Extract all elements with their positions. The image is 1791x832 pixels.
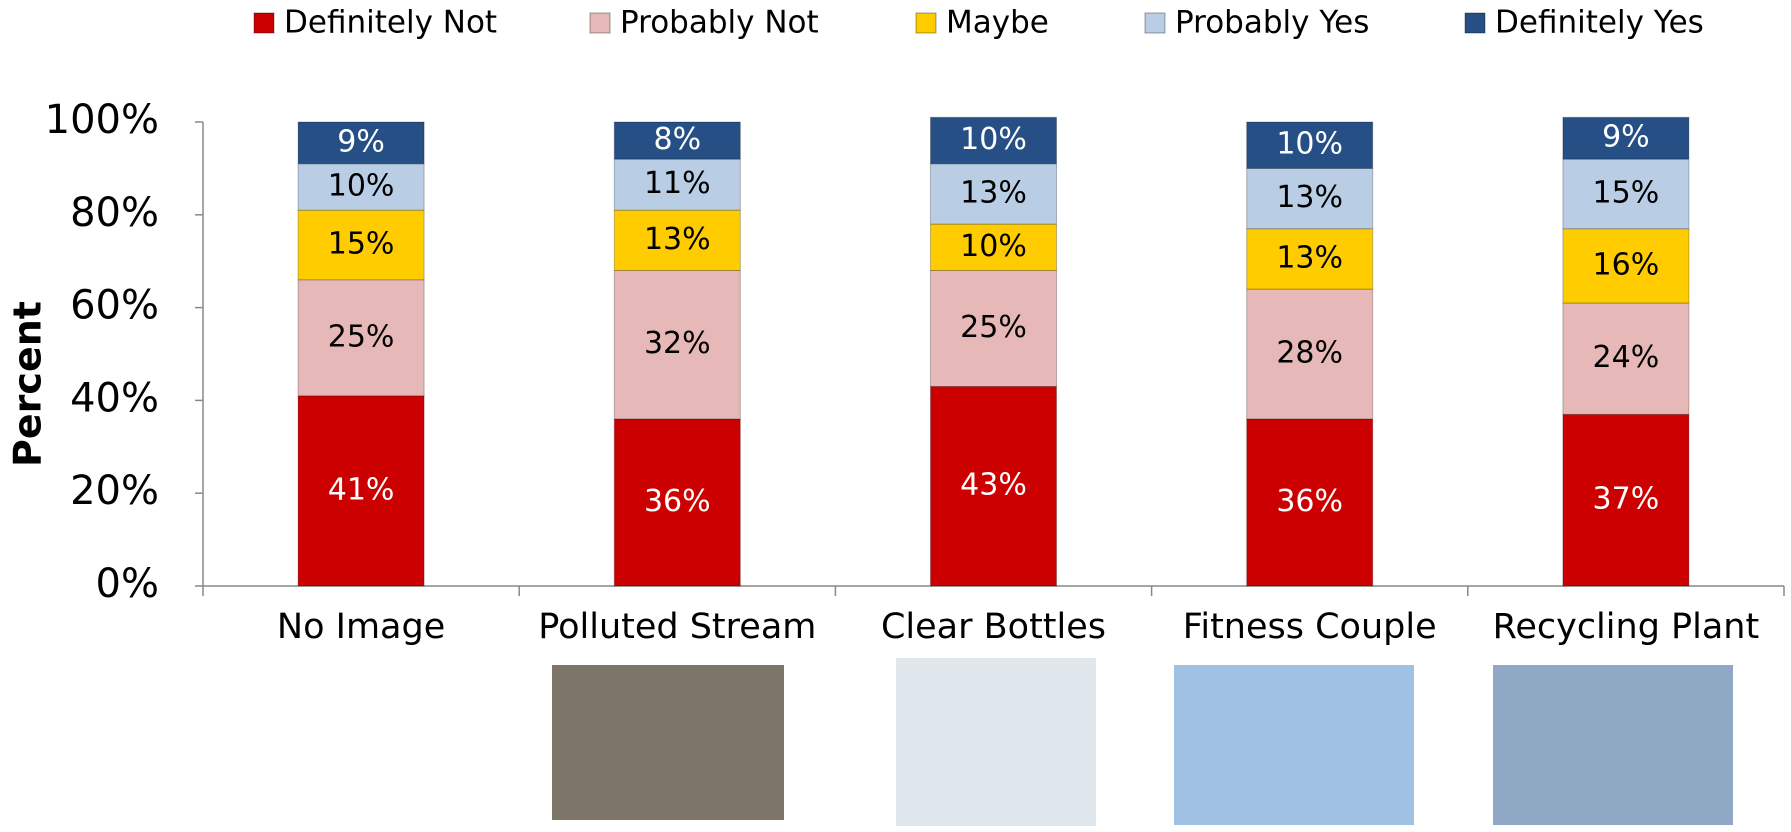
bar-segment bbox=[1246, 167, 1374, 230]
value-label: 11% bbox=[644, 166, 711, 201]
bar-segment bbox=[1246, 121, 1374, 169]
legend-label: Maybe bbox=[946, 5, 1049, 41]
legend-swatch bbox=[589, 12, 611, 34]
value-label: 13% bbox=[1276, 240, 1343, 275]
bar-segment bbox=[613, 269, 741, 420]
legend-swatch bbox=[1464, 12, 1486, 34]
bar-segment bbox=[1246, 288, 1374, 420]
value-label: 37% bbox=[1593, 482, 1660, 517]
photo-polluted-stream bbox=[552, 665, 784, 820]
value-label: 13% bbox=[1276, 180, 1343, 215]
bar-segment bbox=[1562, 302, 1690, 415]
bar-segment bbox=[297, 395, 425, 587]
bar-segment bbox=[1562, 413, 1690, 587]
value-label: 32% bbox=[644, 326, 711, 361]
x-tick-label: Fitness Couple bbox=[1183, 607, 1437, 647]
photo-recycling-plant bbox=[1493, 665, 1733, 825]
value-label: 9% bbox=[337, 124, 385, 159]
value-label: 15% bbox=[328, 226, 395, 261]
bar-segment bbox=[930, 269, 1057, 387]
bar-segment bbox=[297, 209, 425, 281]
bar-segment bbox=[297, 163, 425, 211]
bar-segment bbox=[613, 121, 741, 160]
bar-segment bbox=[930, 163, 1057, 225]
x-tick-label: Polluted Stream bbox=[538, 607, 816, 647]
bar-segment bbox=[1246, 418, 1374, 587]
legend-label: Definitely Yes bbox=[1495, 5, 1704, 41]
value-label: 25% bbox=[328, 319, 395, 354]
value-label: 25% bbox=[960, 310, 1027, 345]
legend-label: Definitely Not bbox=[284, 5, 497, 41]
bar-segment bbox=[1246, 228, 1374, 290]
bar-segment bbox=[297, 121, 425, 165]
photo-clear-bottles bbox=[896, 658, 1096, 826]
y-tick-label: 80% bbox=[70, 190, 159, 236]
x-tick-label: No Image bbox=[277, 607, 445, 647]
bar-segment bbox=[930, 116, 1057, 165]
bar-segment bbox=[1562, 158, 1690, 230]
value-label: 28% bbox=[1276, 336, 1343, 371]
photo-fitness-couple bbox=[1174, 665, 1414, 825]
legend-swatch bbox=[253, 12, 275, 34]
value-label: 43% bbox=[960, 468, 1027, 503]
value-label: 41% bbox=[328, 472, 395, 507]
value-label: 16% bbox=[1593, 247, 1660, 282]
bar-segment bbox=[613, 209, 741, 271]
bar-segment bbox=[1562, 116, 1690, 160]
value-label: 10% bbox=[328, 168, 395, 203]
y-tick-label: 40% bbox=[70, 375, 159, 421]
legend-label: Probably Yes bbox=[1175, 5, 1369, 41]
bar-segment bbox=[930, 223, 1057, 271]
value-label: 24% bbox=[1593, 340, 1660, 375]
y-axis-label: Percent bbox=[6, 301, 50, 467]
value-label: 10% bbox=[960, 122, 1027, 157]
value-label: 13% bbox=[644, 222, 711, 257]
bar-segment bbox=[613, 158, 741, 211]
y-tick-label: 0% bbox=[96, 561, 159, 607]
y-tick-label: 60% bbox=[70, 283, 159, 329]
value-label: 8% bbox=[654, 122, 702, 157]
bar-segment bbox=[613, 418, 741, 587]
value-label: 36% bbox=[644, 484, 711, 519]
value-label: 10% bbox=[1276, 127, 1343, 162]
photos bbox=[552, 658, 1733, 826]
legend-label: Probably Not bbox=[620, 5, 819, 41]
bar-segment bbox=[297, 279, 425, 397]
x-tick-label: Recycling Plant bbox=[1493, 607, 1760, 647]
value-label: 36% bbox=[1276, 484, 1343, 519]
y-tick-label: 100% bbox=[45, 97, 159, 143]
value-label: 13% bbox=[960, 175, 1027, 210]
value-label: 15% bbox=[1593, 175, 1660, 210]
y-tick-label: 20% bbox=[70, 468, 159, 514]
x-tick-label: Clear Bottles bbox=[881, 607, 1106, 647]
legend-swatch bbox=[915, 12, 937, 34]
legend-swatch bbox=[1144, 12, 1166, 34]
bar-segment bbox=[930, 385, 1057, 587]
value-label: 10% bbox=[960, 229, 1027, 264]
value-label: 9% bbox=[1602, 120, 1650, 155]
bar-segment bbox=[1562, 228, 1690, 304]
